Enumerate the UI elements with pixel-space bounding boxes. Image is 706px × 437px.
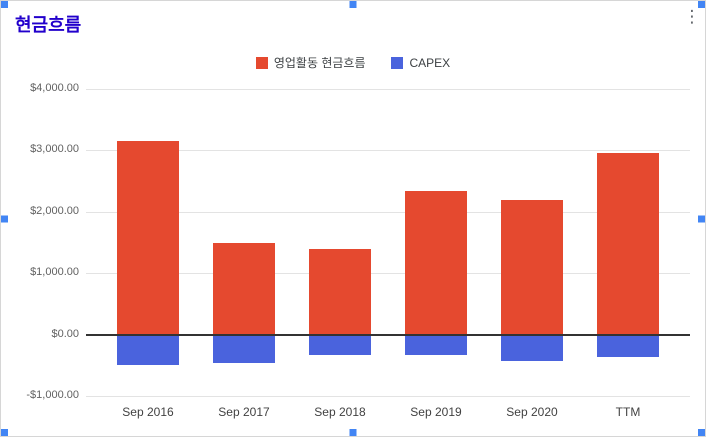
bar-operating-sep-2016[interactable] <box>117 141 179 335</box>
bar-operating-sep-2019[interactable] <box>405 190 467 335</box>
chart-legend: 영업활동 현금흐름 CAPEX <box>1 54 705 71</box>
bar-capex-sep-2019[interactable] <box>405 334 467 355</box>
y-axis-label: $0.00 <box>51 327 79 340</box>
bar-capex-sep-2016[interactable] <box>117 334 179 365</box>
legend-swatch-capex <box>391 56 404 69</box>
legend-item-operating-cash-flow: 영업활동 현금흐름 <box>255 54 366 71</box>
gridline <box>86 150 690 152</box>
chart-title: 현금흐름 <box>15 15 82 35</box>
gridline <box>86 89 690 90</box>
x-axis-label: Sep 2019 <box>410 405 462 419</box>
resize-handle-top-right[interactable] <box>698 1 705 8</box>
gridline <box>86 273 690 275</box>
bar-capex-sep-2018[interactable] <box>309 334 371 356</box>
legend-label-operating-cash-flow: 영업활동 현금흐름 <box>273 56 366 70</box>
plot-area <box>86 89 690 397</box>
y-axis-label: $1,000.00 <box>30 266 79 279</box>
x-axis-label: TTM <box>615 405 641 419</box>
resize-handle-bottom-center[interactable] <box>349 429 357 436</box>
resize-handle-bottom-right[interactable] <box>698 429 705 436</box>
legend-item-capex: CAPEX <box>391 56 450 70</box>
zero-axis-line <box>86 333 690 336</box>
y-axis-label: $3,000.00 <box>30 143 79 156</box>
y-axis-label: $2,000.00 <box>30 204 79 217</box>
bar-operating-sep-2017[interactable] <box>213 242 275 335</box>
y-axis-label: -$1,000.00 <box>26 389 79 401</box>
legend-label-capex: CAPEX <box>409 55 451 70</box>
gridline <box>86 396 690 397</box>
bar-capex-sep-2020[interactable] <box>501 334 563 361</box>
bar-operating-sep-2018[interactable] <box>309 248 371 335</box>
resize-handle-middle-right[interactable] <box>698 215 705 222</box>
bar-operating-sep-2020[interactable] <box>501 199 563 335</box>
resize-handle-bottom-left[interactable] <box>1 429 8 436</box>
bar-capex-sep-2017[interactable] <box>213 334 275 364</box>
x-axis-label: Sep 2020 <box>506 405 558 419</box>
bar-capex-ttm[interactable] <box>597 334 659 358</box>
x-axis-label: Sep 2018 <box>314 405 366 419</box>
resize-handle-middle-left[interactable] <box>1 215 8 222</box>
resize-handle-top-left[interactable] <box>1 1 8 8</box>
x-axis-label: Sep 2016 <box>122 405 174 419</box>
gridline <box>86 211 690 213</box>
kebab-menu-icon[interactable]: ⋮ <box>683 7 701 26</box>
x-axis-label: Sep 2017 <box>218 405 270 419</box>
bar-operating-ttm[interactable] <box>597 153 659 335</box>
resize-handle-top-center[interactable] <box>349 1 357 8</box>
y-axis-label: $4,000.00 <box>30 82 79 94</box>
legend-swatch-operating-cash-flow <box>255 56 268 69</box>
